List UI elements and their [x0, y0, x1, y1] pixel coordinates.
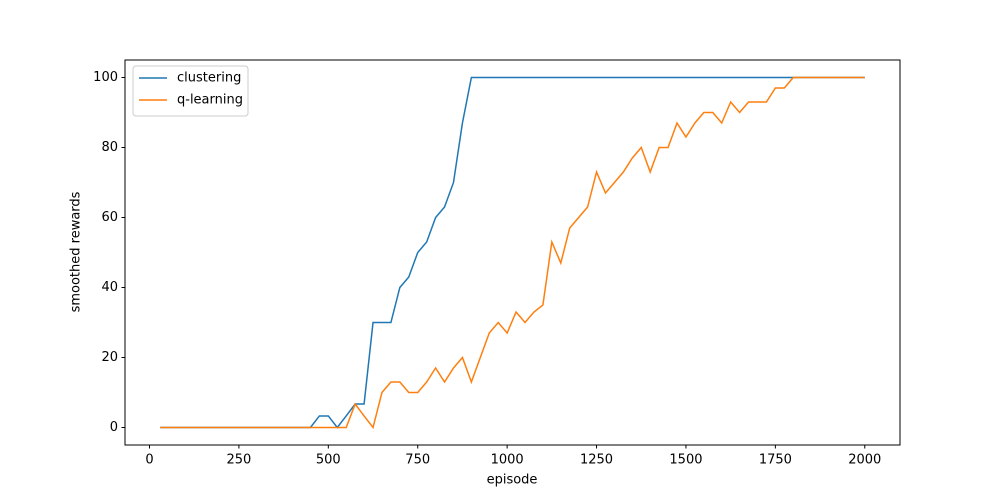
y-tick-label: 0 — [110, 420, 118, 435]
x-axis-label: episode — [487, 473, 538, 488]
series-line — [160, 76, 865, 430]
x-tick-label: 2000 — [848, 453, 881, 468]
legend: clustering q-learning — [132, 65, 249, 117]
legend-label: q-learning — [177, 93, 243, 108]
x-tick-label: 1500 — [669, 453, 702, 468]
plot-frame — [124, 59, 901, 446]
x-tick-label: 250 — [226, 453, 251, 468]
x-tick-label: 1750 — [759, 453, 792, 468]
y-axis-label: smoothed rewards — [69, 191, 84, 312]
x-tick-label: 500 — [316, 453, 341, 468]
y-tick-label: 100 — [93, 70, 118, 85]
y-tick-label: 80 — [101, 140, 118, 155]
x-tick-label: 1000 — [491, 453, 524, 468]
y-tick-label: 60 — [101, 210, 118, 225]
legend-label: clustering — [177, 71, 241, 86]
series-line — [160, 76, 865, 429]
x-tick-label: 1250 — [580, 453, 613, 468]
y-tick-label: 40 — [101, 280, 118, 295]
x-tick-label: 750 — [405, 453, 430, 468]
y-tick-label: 20 — [101, 350, 118, 365]
x-tick-label: 0 — [145, 453, 153, 468]
